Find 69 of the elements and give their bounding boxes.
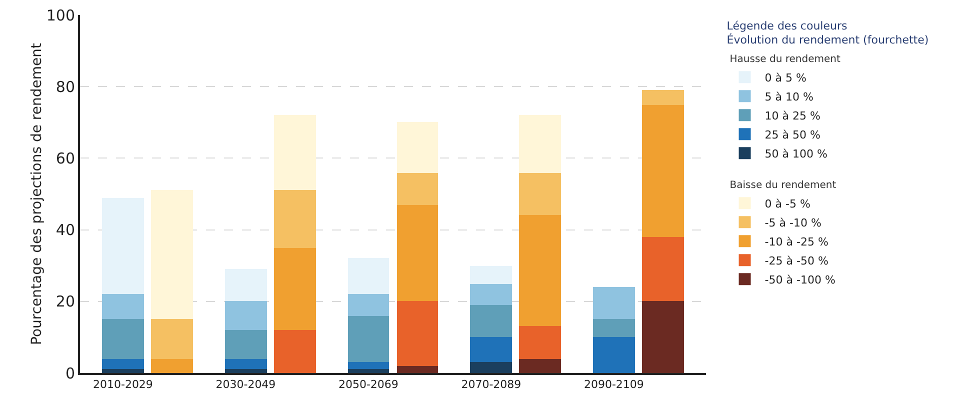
legend-label: 5 à 10 % xyxy=(764,90,814,104)
y-tick-label: 20 xyxy=(56,292,75,311)
text: Hausse du rendement xyxy=(730,54,840,65)
bar xyxy=(348,294,389,316)
bar xyxy=(519,326,561,359)
bar xyxy=(397,122,438,173)
bar xyxy=(593,319,635,337)
bar xyxy=(151,319,193,359)
text: Baisse du rendement xyxy=(730,180,836,191)
legend-label: 10 à 25 % xyxy=(764,109,820,122)
x-tick-label: 2090-2109 xyxy=(584,378,644,392)
bar xyxy=(642,237,684,301)
bar xyxy=(225,330,267,359)
bar xyxy=(225,369,267,373)
legend-label: -5 à -10 % xyxy=(764,216,822,230)
y-axis-title: Pourcentage des projections de rendement xyxy=(29,42,45,345)
bar xyxy=(470,284,512,305)
y-tick-label: 80 xyxy=(56,78,75,96)
x-tick-label: 2030-2049 xyxy=(216,378,276,392)
legend-label: -25 à -50 % xyxy=(764,254,828,268)
bar xyxy=(151,190,193,319)
bar xyxy=(397,173,438,205)
bar xyxy=(348,316,389,362)
bar xyxy=(519,115,561,173)
bar xyxy=(470,305,512,337)
bar xyxy=(102,198,144,294)
legend-title: Légende des couleurs Évolution du rendement (fourchette) xyxy=(726,19,929,47)
bar xyxy=(274,115,316,190)
y-tick-label: 0 xyxy=(65,364,75,382)
bar xyxy=(470,266,512,284)
bar xyxy=(348,258,389,294)
bar xyxy=(151,359,193,373)
bar xyxy=(102,359,144,369)
bar xyxy=(225,359,267,369)
bar xyxy=(274,248,316,330)
x-tick-label: 2070-2089 xyxy=(461,378,522,392)
bar xyxy=(593,287,635,319)
x-tick-label: 2050-2069 xyxy=(338,378,398,392)
legend-label: -50 à -100 % xyxy=(764,273,836,286)
bar xyxy=(348,369,389,373)
bar xyxy=(102,369,144,373)
bar xyxy=(274,190,316,248)
bar xyxy=(397,366,438,373)
bar xyxy=(225,301,267,330)
bar xyxy=(274,330,316,373)
bar xyxy=(397,301,438,366)
bar xyxy=(102,319,144,359)
bar xyxy=(642,301,684,373)
bar xyxy=(642,90,684,105)
y-tick-label: 100 xyxy=(46,6,75,24)
legend-label: 50 à 100 % xyxy=(764,147,828,160)
bar xyxy=(102,294,144,319)
bar xyxy=(225,269,267,301)
legend-label: 0 à 5 % xyxy=(764,71,806,84)
legend-label: -10 à -25 % xyxy=(764,235,828,248)
bar xyxy=(470,337,512,362)
bar xyxy=(519,215,561,326)
bar xyxy=(348,362,389,369)
x-tick-label: 2010-2029 xyxy=(92,378,153,392)
bar xyxy=(519,173,561,215)
bar xyxy=(397,205,438,301)
bar xyxy=(470,362,512,373)
bar xyxy=(642,105,684,237)
y-tick-label: 60 xyxy=(56,149,75,168)
legend-label: 0 à -5 % xyxy=(764,197,810,210)
y-tick-label: 40 xyxy=(56,221,75,240)
bar xyxy=(593,337,635,373)
legend-label: 25 à 50 % xyxy=(764,128,820,142)
bar xyxy=(519,359,561,373)
